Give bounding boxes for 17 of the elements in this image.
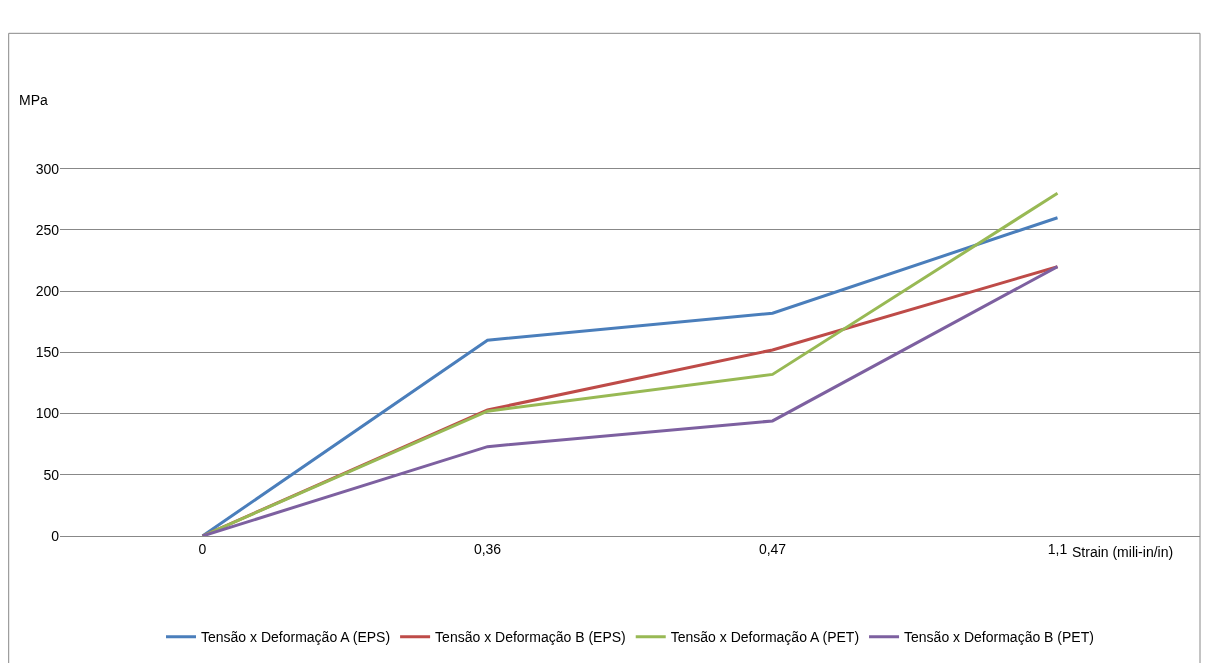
y-tick-label: 0	[51, 527, 60, 544]
x-tick-label: 0,47	[758, 540, 787, 557]
y-tick-label: 150	[35, 344, 60, 361]
legend-label: Tensão x Deformação B (PET)	[904, 629, 1094, 646]
legend-label: Tensão x Deformação A (PET)	[670, 629, 860, 646]
legend-label: Tensão x Deformação A (EPS)	[201, 629, 391, 646]
y-tick-label: 100	[35, 405, 60, 422]
legend-label: Tensão x Deformação B (EPS)	[435, 629, 626, 646]
x-tick-label: 1,1	[1047, 540, 1068, 557]
y-tick-label: 200	[35, 283, 60, 300]
x-axis-title: Strain (mili-in/in)	[1072, 544, 1174, 560]
y-axis-title: MPa	[19, 92, 48, 108]
x-tick-label: 0	[198, 540, 207, 557]
x-tick-label: 0,36	[473, 540, 502, 557]
y-tick-label: 250	[35, 221, 60, 238]
y-tick-label: 50	[43, 466, 60, 483]
y-tick-label: 300	[35, 160, 60, 177]
